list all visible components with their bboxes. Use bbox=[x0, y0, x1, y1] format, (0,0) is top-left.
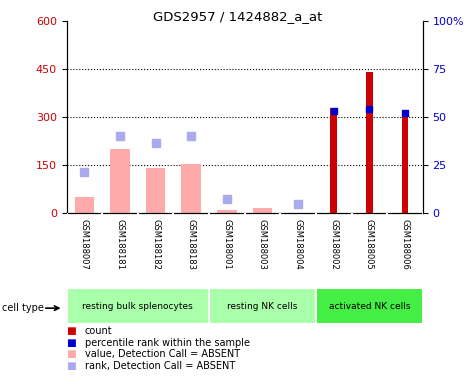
Point bbox=[80, 169, 88, 175]
Text: GDS2957 / 1424882_a_at: GDS2957 / 1424882_a_at bbox=[153, 10, 322, 23]
Bar bbox=[75, 197, 94, 213]
Bar bbox=[217, 210, 237, 213]
Bar bbox=[181, 164, 201, 213]
Bar bbox=[253, 208, 272, 213]
Point bbox=[294, 200, 302, 207]
Text: GSM188007: GSM188007 bbox=[80, 219, 89, 270]
Point bbox=[366, 106, 373, 112]
Text: ■: ■ bbox=[66, 338, 76, 348]
Text: percentile rank within the sample: percentile rank within the sample bbox=[85, 338, 249, 348]
Point bbox=[116, 133, 124, 139]
Point bbox=[401, 110, 408, 116]
Text: GSM188002: GSM188002 bbox=[329, 219, 338, 270]
Bar bbox=[316, 288, 423, 324]
Text: resting bulk splenocytes: resting bulk splenocytes bbox=[82, 302, 193, 311]
Text: GSM188006: GSM188006 bbox=[400, 219, 409, 270]
Text: ■: ■ bbox=[66, 349, 76, 359]
Point bbox=[223, 196, 231, 202]
Text: GSM188004: GSM188004 bbox=[294, 219, 303, 270]
Text: activated NK cells: activated NK cells bbox=[329, 302, 410, 311]
Text: resting NK cells: resting NK cells bbox=[227, 302, 298, 311]
Bar bbox=[331, 108, 337, 213]
Bar bbox=[110, 149, 130, 213]
Bar bbox=[402, 112, 408, 213]
Text: GSM188181: GSM188181 bbox=[115, 219, 124, 270]
Text: cell type: cell type bbox=[2, 303, 44, 313]
Text: value, Detection Call = ABSENT: value, Detection Call = ABSENT bbox=[85, 349, 240, 359]
Bar bbox=[209, 288, 316, 324]
Text: GSM188003: GSM188003 bbox=[258, 219, 267, 270]
Text: rank, Detection Call = ABSENT: rank, Detection Call = ABSENT bbox=[85, 361, 235, 371]
Text: ■: ■ bbox=[66, 361, 76, 371]
Point bbox=[152, 140, 160, 146]
Bar bbox=[146, 168, 165, 213]
Point bbox=[187, 133, 195, 139]
Text: count: count bbox=[85, 326, 112, 336]
Text: GSM188182: GSM188182 bbox=[151, 219, 160, 270]
Text: ■: ■ bbox=[66, 326, 76, 336]
Bar bbox=[66, 288, 209, 324]
Text: GSM188001: GSM188001 bbox=[222, 219, 231, 270]
Text: GSM188005: GSM188005 bbox=[365, 219, 374, 270]
Text: GSM188183: GSM188183 bbox=[187, 219, 196, 270]
Bar bbox=[366, 72, 372, 213]
Point bbox=[330, 108, 337, 114]
